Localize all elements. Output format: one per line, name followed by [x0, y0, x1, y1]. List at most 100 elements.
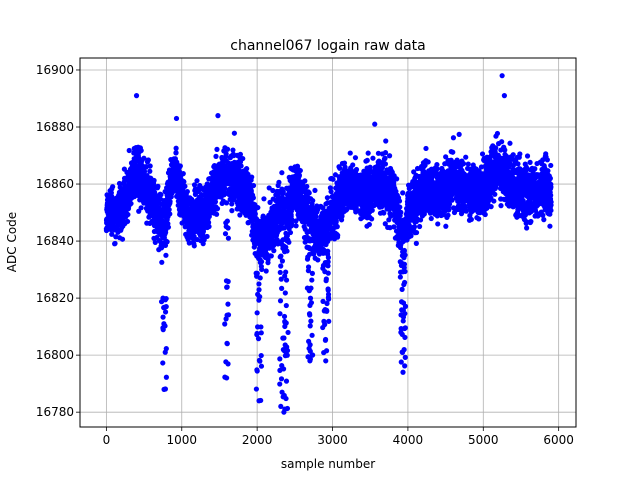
data-point — [278, 376, 285, 382]
data-point — [322, 321, 328, 328]
data-point — [167, 198, 173, 205]
data-point — [213, 211, 220, 217]
data-point — [401, 247, 407, 254]
data-point — [402, 252, 408, 258]
data-point — [381, 210, 387, 216]
data-point — [200, 228, 206, 235]
data-point — [166, 207, 172, 213]
data-point — [402, 354, 408, 360]
data-point — [277, 381, 283, 387]
data-point — [151, 177, 157, 184]
data-point — [435, 221, 441, 227]
data-point — [221, 190, 227, 196]
data-point — [125, 211, 131, 218]
data-point — [468, 216, 474, 223]
data-point — [255, 336, 262, 342]
data-point — [147, 163, 153, 169]
data-point — [408, 233, 414, 239]
data-point — [255, 204, 261, 211]
data-point — [138, 205, 144, 211]
data-point — [334, 224, 340, 230]
data-point — [476, 216, 482, 222]
data-point — [397, 204, 403, 210]
data-point — [382, 150, 389, 156]
data-point — [283, 269, 289, 275]
data-point — [257, 294, 263, 300]
data-point — [293, 223, 299, 229]
data-point — [281, 335, 287, 341]
data-point — [191, 243, 197, 249]
data-point — [177, 163, 183, 169]
data-point — [309, 277, 315, 283]
data-point — [182, 183, 188, 189]
data-point — [284, 347, 291, 354]
data-point — [283, 320, 289, 326]
data-point — [250, 182, 257, 189]
data-point — [446, 207, 452, 213]
data-point — [268, 253, 274, 259]
data-point — [222, 185, 228, 192]
data-point — [309, 270, 315, 277]
data-point — [252, 211, 258, 217]
data-point — [324, 195, 330, 201]
data-point — [339, 213, 345, 219]
data-point — [423, 145, 429, 152]
data-point — [416, 223, 423, 230]
data-point — [223, 151, 229, 157]
data-point — [277, 356, 283, 362]
data-point — [364, 157, 370, 163]
data-point — [402, 303, 409, 309]
data-point — [257, 275, 263, 281]
data-point — [222, 231, 229, 237]
data-point — [258, 352, 264, 359]
data-point — [181, 179, 187, 185]
data-point — [143, 163, 149, 170]
data-point — [383, 138, 389, 144]
data-point — [259, 266, 265, 273]
data-point — [224, 146, 231, 152]
data-point — [214, 206, 221, 212]
data-point — [310, 197, 316, 204]
data-point — [308, 285, 314, 291]
data-point — [206, 219, 212, 226]
data-point — [307, 312, 313, 318]
data-point — [276, 179, 282, 185]
data-point — [222, 321, 228, 327]
data-point — [147, 168, 153, 174]
data-point — [110, 184, 116, 190]
data-point — [173, 145, 179, 151]
data-point — [225, 278, 231, 285]
data-point — [285, 329, 291, 336]
data-point — [128, 200, 134, 207]
data-point — [163, 252, 169, 258]
data-point — [173, 150, 179, 156]
data-point — [450, 149, 456, 155]
data-point — [279, 170, 285, 176]
data-point — [284, 352, 290, 358]
data-point — [282, 290, 288, 296]
data-point — [382, 155, 388, 161]
data-point — [258, 324, 264, 330]
data-point — [152, 189, 158, 196]
data-point — [279, 285, 285, 291]
data-point — [307, 342, 313, 348]
data-point — [325, 291, 332, 298]
data-point — [225, 225, 231, 231]
data-point — [306, 190, 312, 196]
data-point — [229, 208, 235, 214]
data-point — [283, 277, 290, 283]
data-point — [119, 236, 126, 242]
data-point — [163, 346, 169, 352]
data-point — [308, 318, 314, 324]
data-point — [305, 264, 312, 270]
data-point — [224, 218, 230, 224]
data-point — [278, 253, 284, 259]
data-point — [382, 161, 389, 167]
data-point — [162, 309, 169, 315]
data-point — [250, 195, 256, 201]
data-point — [450, 135, 457, 141]
data-point — [326, 296, 332, 302]
data-point — [399, 286, 405, 292]
data-point — [231, 130, 237, 136]
data-point — [278, 263, 284, 269]
